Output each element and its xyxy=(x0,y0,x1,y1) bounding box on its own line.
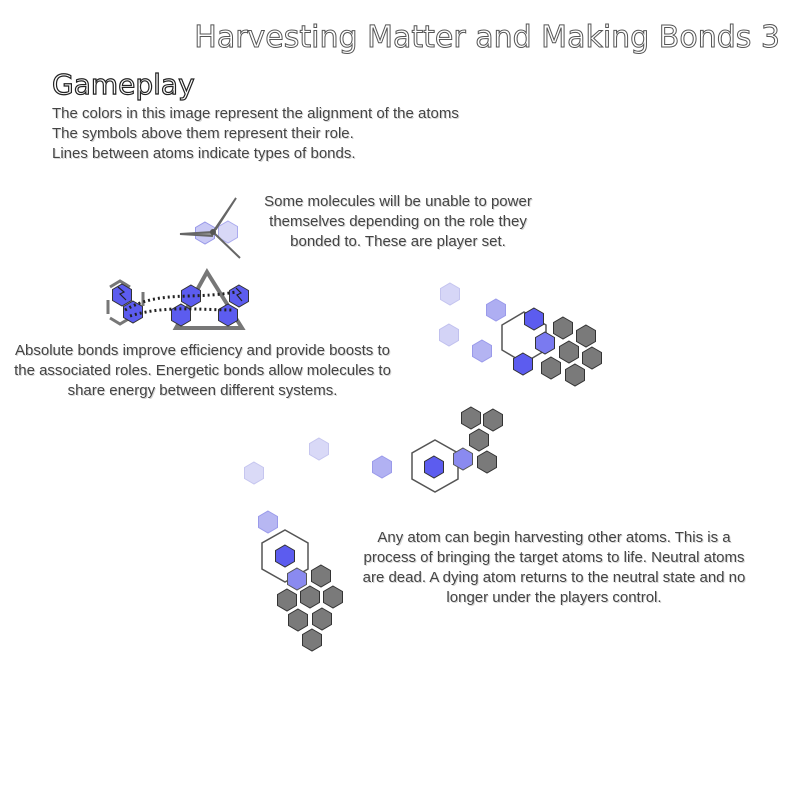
harvest-paragraph: Any atom can begin harvesting other atom… xyxy=(362,529,746,606)
bond-molecule xyxy=(106,268,249,330)
harvest-cluster-middle xyxy=(244,406,503,493)
page-title: Harvesting Matter and Making Bonds 3 xyxy=(194,20,781,56)
role-symbol-icon xyxy=(179,197,241,259)
molecules-paragraph: Some molecules will be unable to power t… xyxy=(264,193,532,250)
harvest-cluster-bottom xyxy=(258,510,343,652)
intro-text: The colors in this image represent the a… xyxy=(52,104,572,164)
section-heading: Gameplay xyxy=(51,67,195,101)
intro-line: Lines between atoms indicate types of bo… xyxy=(52,145,356,162)
bonds-paragraph: Absolute bonds improve efficiency and pr… xyxy=(14,342,391,399)
intro-line: The symbols above them represent their r… xyxy=(52,125,354,142)
harvest-cluster-top xyxy=(439,282,602,387)
intro-line: The colors in this image represent the a… xyxy=(52,105,459,122)
